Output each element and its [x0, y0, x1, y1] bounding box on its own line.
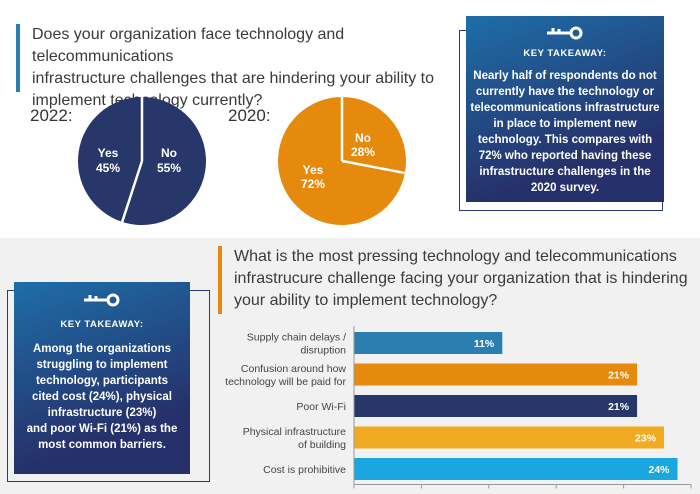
- key-takeaway-1-body: Nearly half of respondents do not curren…: [466, 68, 664, 196]
- pie-2020-no-value: 28%: [351, 145, 375, 159]
- pie-divider-2022: [120, 96, 144, 224]
- key-icon: [547, 26, 583, 40]
- bar-category-label: technology will be paid for: [225, 376, 346, 388]
- key-takeaway-2-line: most common barriers.: [38, 439, 166, 451]
- pie-2020-yes-value: 72%: [301, 177, 325, 191]
- bar: [354, 395, 638, 417]
- bar: [354, 426, 665, 449]
- bar-value-label: 21%: [608, 401, 630, 413]
- key-takeaway-1: KEY TAKEAWAY: Nearly half of respondents…: [466, 16, 664, 202]
- bar-value-label: 11%: [474, 338, 495, 350]
- bottom-question: What is the most pressing technology and…: [234, 246, 694, 312]
- bar-category-label: of building: [298, 439, 346, 451]
- bar-category-label: Poor Wi-Fi: [296, 401, 346, 413]
- bottom-question-line: your ability to implement technology?: [234, 292, 498, 309]
- bar-category-label: Confusion around how: [241, 363, 346, 375]
- year-2020-label: 2020:: [228, 106, 271, 125]
- key-takeaway-2-line: infrastructure (23%): [47, 407, 157, 419]
- bar: [354, 458, 678, 480]
- bar-value-label: 23%: [635, 433, 657, 445]
- bar-category-label: Supply chain delays /: [247, 332, 346, 344]
- key-takeaway-2-line: and poor Wi-Fi (21%) as the: [26, 423, 178, 435]
- key-takeaway-1-line: telecommunications infrastructure: [470, 102, 660, 114]
- pie-2020: No 28% Yes 72%: [278, 96, 407, 225]
- key-takeaway-1-line: currently have the technology or: [475, 86, 655, 98]
- key-takeaway-2-line: Among the organizations: [33, 343, 171, 355]
- key-takeaway-2-line: struggling to implement: [36, 359, 168, 371]
- key-takeaway-2-line: technology, participants: [35, 375, 169, 387]
- key-takeaway-1-line: in place to implement new: [493, 118, 637, 130]
- key-takeaway-2-body: Among the organizations struggling to im…: [14, 341, 190, 453]
- year-2022-label: 2022:: [30, 106, 73, 125]
- pie-divider-2020: [340, 96, 407, 175]
- top-section: Does your organization face technology a…: [0, 0, 700, 238]
- key-takeaway-1-line: 2020 survey.: [530, 182, 600, 194]
- key-takeaway-1-line: 72% who reported having these: [478, 150, 652, 162]
- pie-2022-yes-value: 45%: [96, 161, 120, 175]
- key-takeaway-2: KEY TAKEAWAY: Among the organizations st…: [14, 282, 190, 474]
- bar: [354, 332, 503, 354]
- key-takeaway-1-line: infrastructure challenges in the: [479, 166, 651, 178]
- bar: [354, 363, 638, 386]
- key-takeaway-1-line: technology. This compares with: [477, 134, 653, 146]
- bottom-section: What is the most pressing technology and…: [0, 238, 700, 494]
- key-takeaway-2-line: cited cost (24%), physical: [32, 391, 172, 403]
- bar-category-label: Cost is prohibitive: [263, 464, 346, 476]
- pie-slice-2022-yes: [78, 97, 142, 222]
- key-takeaway-2-title: KEY TAKEAWAY:: [60, 319, 144, 330]
- top-accent-bar: [16, 24, 20, 92]
- pie-2022-no-label: No: [161, 146, 177, 160]
- pie-2020-no-label: No: [355, 131, 371, 145]
- key-takeaway-1-title: KEY TAKEAWAY:: [523, 48, 607, 59]
- bottom-question-line: infrastrucure challenge facing your orga…: [234, 270, 688, 287]
- pie-2022: Yes 45% No 55%: [78, 96, 207, 225]
- bottom-accent-bar: [218, 246, 222, 314]
- bar-value-label: 24%: [649, 464, 671, 476]
- key-takeaway-1-line: Nearly half of respondents do not: [473, 70, 657, 82]
- pie-2022-no-value: 55%: [157, 161, 181, 175]
- bottom-question-line: What is the most pressing technology and…: [234, 248, 677, 265]
- top-question-line: Does your organization face technology a…: [32, 26, 345, 65]
- top-question-line: infrastructure challenges that are hinde…: [32, 70, 434, 87]
- pie-2020-yes-label: Yes: [303, 163, 324, 177]
- bar-value-label: 21%: [608, 370, 630, 382]
- bar-chart: 11% Supply chain delays /disruption 21% Con…: [225, 326, 692, 489]
- bar-category-label: disruption: [300, 345, 346, 357]
- bar-category-label: Physical infrastructure: [243, 426, 346, 438]
- pie-2022-yes-label: Yes: [98, 146, 119, 160]
- pie-slice-2020-no: [342, 97, 406, 173]
- key-icon: [84, 293, 120, 307]
